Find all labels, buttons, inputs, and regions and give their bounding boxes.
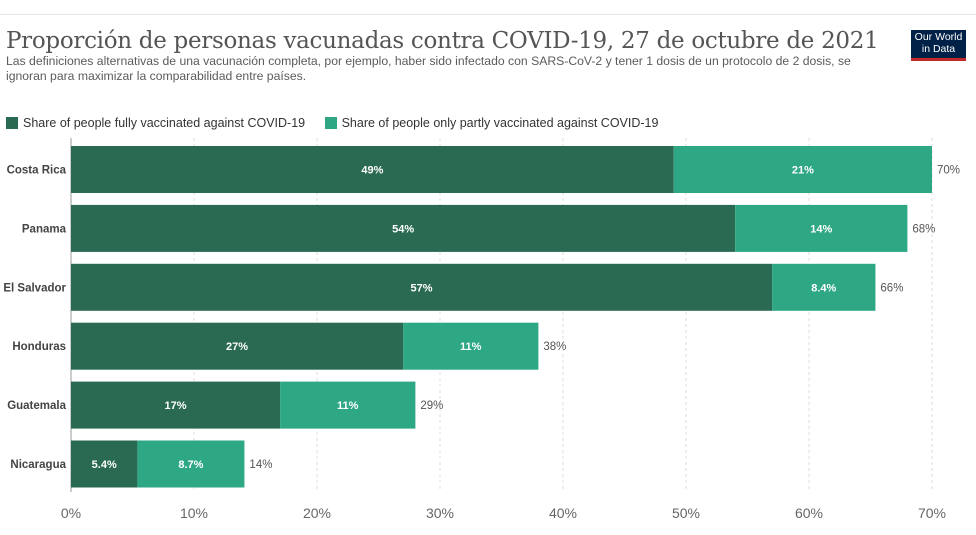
bar-value-label: 17% (165, 400, 187, 412)
category-label: Panama (22, 223, 67, 235)
bar-segment[interactable] (735, 204, 908, 252)
x-tick-label: 10% (180, 505, 208, 521)
x-tick-label: 70% (918, 505, 946, 521)
legend-swatch-fully (6, 117, 18, 129)
category-label: Guatemala (7, 400, 66, 412)
x-tick-label: 60% (795, 505, 823, 521)
logo-line-2: in Data (921, 42, 956, 55)
chart-title: Proporción de personas vacunadas contra … (6, 28, 879, 54)
bar-segment[interactable] (71, 440, 138, 488)
x-tick-label: 30% (426, 505, 454, 521)
bar-segment[interactable] (71, 322, 404, 370)
bar-value-label: 54% (392, 223, 414, 235)
bar-value-label: 21% (792, 165, 814, 177)
bar-total-label: 29% (420, 400, 443, 412)
bar-segment[interactable] (673, 146, 932, 193)
bar-segment[interactable] (71, 263, 773, 311)
bar-value-label: 5.4% (92, 459, 117, 471)
bar-value-label: 27% (226, 341, 248, 353)
bar-segment[interactable] (137, 440, 245, 488)
legend-label-partly: Share of people only partly vaccinated a… (341, 116, 659, 130)
x-tick-label: 20% (303, 505, 331, 521)
bar-total-label: 70% (937, 165, 960, 177)
owid-logo[interactable]: Our World in Data (911, 30, 966, 61)
x-tick-label: 0% (61, 505, 81, 521)
legend-label-fully: Share of people fully vaccinated against… (23, 116, 306, 130)
chart-subtitle: Las definiciones alternativas de una vac… (6, 54, 851, 83)
bar-segment[interactable] (71, 381, 281, 429)
category-label: Costa Rica (7, 165, 67, 177)
bar-total-label: 68% (912, 223, 935, 235)
bar-total-label: 14% (249, 459, 272, 471)
x-tick-label: 40% (549, 505, 577, 521)
category-label: Nicaragua (10, 459, 66, 471)
bar-segment[interactable] (772, 263, 876, 311)
top-rule (0, 14, 976, 15)
legend-item-partly[interactable]: Share of people only partly vaccinated a… (324, 116, 659, 130)
bar-value-label: 57% (411, 282, 433, 294)
bar-value-label: 11% (337, 400, 359, 412)
category-label: El Salvador (3, 282, 66, 294)
legend-swatch-partly (324, 117, 337, 129)
bar-value-label: 14% (810, 223, 832, 235)
logo-line-1: Our World (914, 31, 963, 43)
legend-item-fully[interactable]: Share of people fully vaccinated against… (6, 116, 305, 130)
bar-value-label: 49% (361, 165, 383, 177)
bar-total-label: 66% (880, 282, 903, 294)
bar-segment[interactable] (71, 204, 736, 252)
x-tick-label: 50% (672, 505, 700, 521)
bar-segment[interactable] (280, 381, 416, 429)
bar-total-label: 38% (543, 341, 566, 353)
bar-value-label: 8.4% (811, 282, 836, 294)
bar-segment[interactable] (403, 322, 539, 370)
bar-value-label: 8.7% (178, 459, 203, 471)
bar-segment[interactable] (71, 146, 674, 193)
bar-value-label: 11% (460, 341, 482, 353)
category-label: Honduras (12, 341, 66, 353)
legend: Share of people fully vaccinated against… (6, 116, 674, 132)
